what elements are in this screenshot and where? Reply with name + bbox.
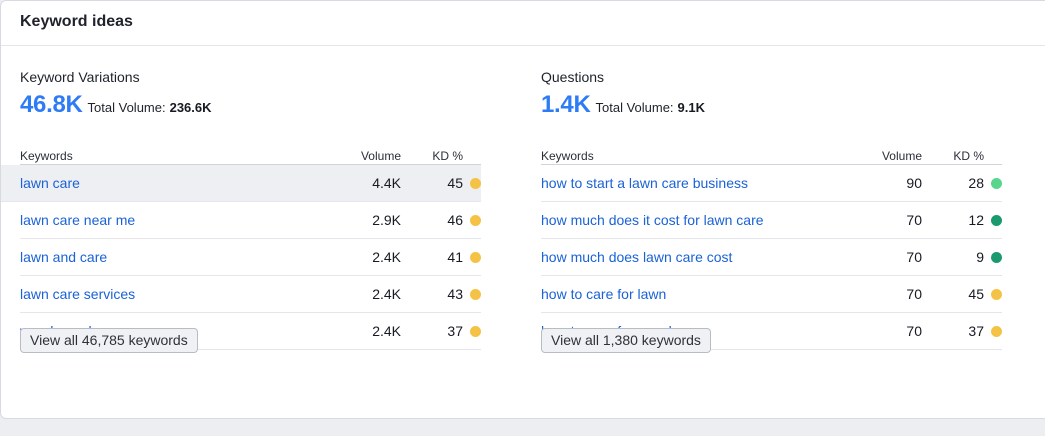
table-row[interactable]: how to start a lawn care business 90 28: [541, 165, 1002, 202]
kd-indicator-icon: [470, 252, 481, 263]
column-kd: KD %: [953, 149, 984, 163]
keyword-ideas-widget: Keyword ideas Keyword Variations 46.8K T…: [0, 0, 1045, 419]
kd-value: 28: [968, 175, 984, 191]
kd-value: 37: [968, 323, 984, 339]
questions-metric: 1.4K Total Volume: 9.1K: [541, 91, 705, 119]
volume-value: 90: [906, 175, 922, 191]
kd-value: 46: [447, 212, 463, 228]
keyword-link[interactable]: how much does lawn care cost: [541, 249, 733, 265]
table-header: Keywords Volume KD %: [20, 147, 481, 165]
total-volume-value: 9.1K: [677, 100, 706, 115]
kd-value: 45: [447, 175, 463, 191]
kd-indicator-icon: [991, 215, 1002, 226]
table-row[interactable]: how much does it cost for lawn care 70 1…: [541, 202, 1002, 239]
total-volume-label: Total Volume:: [595, 100, 674, 115]
volume-value: 70: [906, 212, 922, 228]
table-row[interactable]: how to care for lawn 70 45: [541, 276, 1002, 313]
questions-label: Questions: [541, 69, 605, 85]
total-volume-label: Total Volume:: [87, 100, 166, 115]
kd-indicator-icon: [470, 326, 481, 337]
kd-value: 37: [447, 323, 463, 339]
table-row[interactable]: how much does lawn care cost 70 9: [541, 239, 1002, 276]
table-row[interactable]: lawn care 4.4K 45: [1, 165, 481, 202]
variations-label: Keyword Variations: [20, 69, 140, 85]
volume-value: 2.9K: [372, 212, 401, 228]
table-header: Keywords Volume KD %: [541, 147, 1002, 165]
keyword-link[interactable]: lawn care near me: [20, 212, 136, 228]
column-kd: KD %: [432, 149, 463, 163]
keyword-link[interactable]: how to care for lawn: [541, 286, 667, 302]
column-keywords: Keywords: [541, 149, 594, 163]
variations-count[interactable]: 46.8K: [20, 91, 83, 118]
widget-header: Keyword ideas: [1, 1, 1045, 46]
kd-indicator-icon: [991, 326, 1002, 337]
volume-value: 4.4K: [372, 175, 401, 191]
volume-value: 70: [906, 323, 922, 339]
table-row[interactable]: lawn and care 2.4K 41: [20, 239, 481, 276]
column-volume: Volume: [881, 149, 922, 163]
kd-value: 45: [968, 286, 984, 302]
kd-indicator-icon: [991, 252, 1002, 263]
view-all-variations-button[interactable]: View all 46,785 keywords: [20, 328, 198, 353]
kd-indicator-icon: [470, 289, 481, 300]
kd-value: 9: [976, 249, 984, 265]
kd-indicator-icon: [470, 178, 481, 189]
volume-value: 70: [906, 249, 922, 265]
variations-table: Keywords Volume KD % lawn care 4.4K 45 l…: [1, 147, 481, 350]
volume-value: 2.4K: [372, 323, 401, 339]
table-row[interactable]: lawn care services 2.4K 43: [20, 276, 481, 313]
keyword-link[interactable]: lawn care: [20, 175, 80, 191]
questions-table: Keywords Volume KD % how to start a lawn…: [541, 147, 1002, 350]
kd-value: 12: [968, 212, 984, 228]
table-row[interactable]: lawn care near me 2.9K 46: [20, 202, 481, 239]
volume-value: 70: [906, 286, 922, 302]
keyword-link[interactable]: how much does it cost for lawn care: [541, 212, 764, 228]
total-volume-value: 236.6K: [169, 100, 212, 115]
widget-title: Keyword ideas: [20, 13, 133, 30]
column-volume: Volume: [360, 149, 401, 163]
column-keywords: Keywords: [20, 149, 73, 163]
kd-indicator-icon: [991, 178, 1002, 189]
volume-value: 2.4K: [372, 286, 401, 302]
kd-value: 41: [447, 249, 463, 265]
variations-metric: 46.8K Total Volume: 236.6K: [20, 91, 212, 119]
volume-value: 2.4K: [372, 249, 401, 265]
questions-count[interactable]: 1.4K: [541, 91, 591, 118]
kd-value: 43: [447, 286, 463, 302]
keyword-link[interactable]: lawn and care: [20, 249, 108, 265]
kd-indicator-icon: [470, 215, 481, 226]
kd-indicator-icon: [991, 289, 1002, 300]
view-all-questions-button[interactable]: View all 1,380 keywords: [541, 328, 711, 353]
keyword-link[interactable]: how to start a lawn care business: [541, 175, 748, 191]
keyword-link[interactable]: lawn care services: [20, 286, 136, 302]
